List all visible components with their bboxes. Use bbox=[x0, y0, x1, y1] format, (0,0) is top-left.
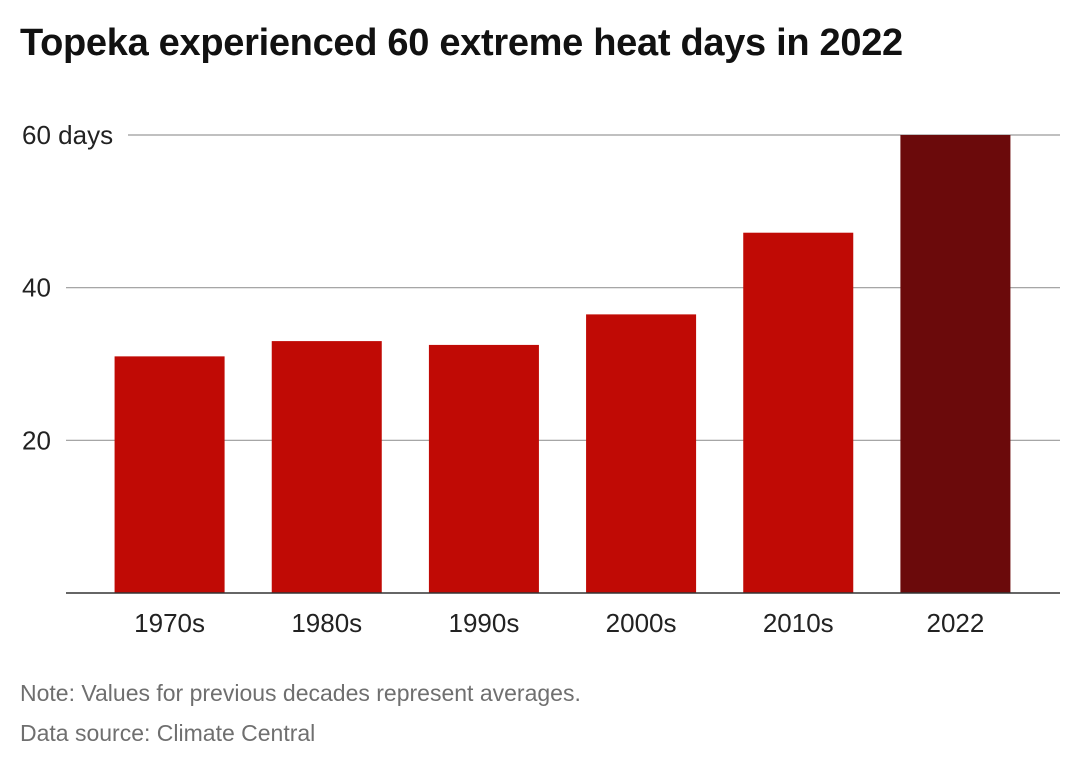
chart-note: Note: Values for previous decades repres… bbox=[20, 680, 581, 706]
chart-title: Topeka experienced 60 extreme heat days … bbox=[20, 22, 903, 64]
x-tick-label: 1990s bbox=[448, 608, 519, 638]
y-tick-label: 40 bbox=[22, 273, 51, 303]
bar-1980s bbox=[271, 341, 382, 593]
x-tick-label: 2022 bbox=[926, 608, 984, 638]
y-tick-label: 60 days bbox=[22, 120, 113, 150]
y-tick-label: 20 bbox=[22, 425, 51, 455]
x-axis-ticks: 1970s 1980s 1990s 2000s 2010s 2022 bbox=[134, 608, 984, 638]
bar-1970s bbox=[114, 356, 225, 593]
x-tick-label: 1980s bbox=[291, 608, 362, 638]
y-axis-ticks: 20 40 60 days bbox=[22, 120, 113, 455]
bar-2022 bbox=[900, 135, 1011, 593]
x-tick-label: 2010s bbox=[763, 608, 834, 638]
data-source: Data source: Climate Central bbox=[20, 720, 316, 746]
x-tick-label: 2000s bbox=[606, 608, 677, 638]
bars bbox=[114, 135, 1011, 593]
x-tick-label: 1970s bbox=[134, 608, 205, 638]
bar-2000s bbox=[586, 314, 697, 593]
bar-1990s bbox=[428, 344, 539, 593]
bar-2010s bbox=[743, 232, 854, 593]
